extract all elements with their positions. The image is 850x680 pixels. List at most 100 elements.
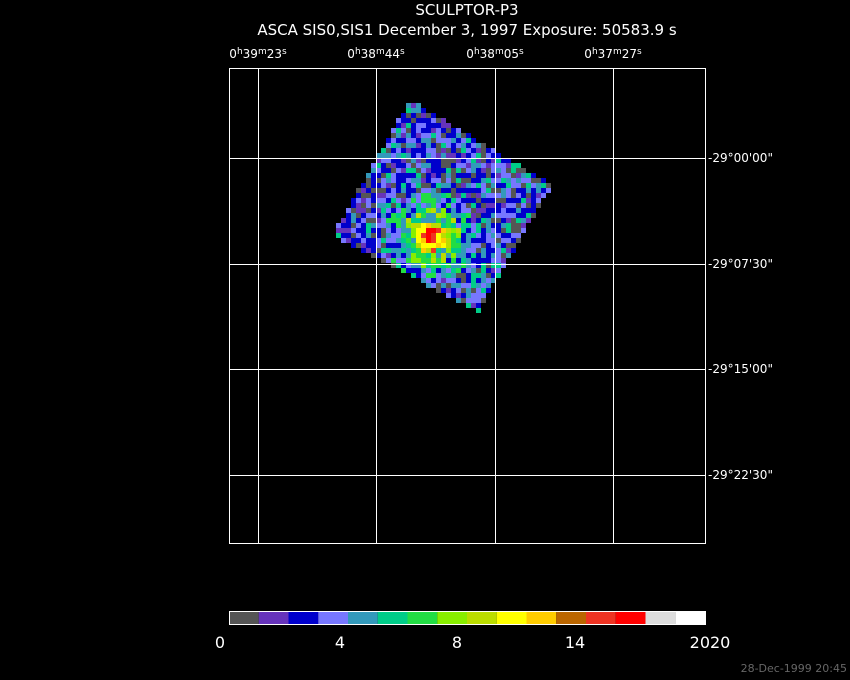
pixel	[406, 133, 411, 138]
pixel	[426, 173, 431, 178]
pixel	[381, 193, 386, 198]
pixel	[446, 248, 451, 253]
pixel	[401, 123, 406, 128]
pixel	[496, 203, 501, 208]
pixel	[421, 198, 426, 203]
pixel	[421, 123, 426, 128]
pixel	[401, 198, 406, 203]
pixel	[406, 213, 411, 218]
pixel	[341, 218, 346, 223]
pixel	[461, 258, 466, 263]
pixel	[486, 233, 491, 238]
pixel	[386, 183, 391, 188]
pixel	[416, 263, 421, 268]
pixel	[431, 193, 436, 198]
pixel	[436, 173, 441, 178]
pixel	[481, 273, 486, 278]
pixel	[456, 268, 461, 273]
pixel	[396, 243, 401, 248]
pixel	[481, 263, 486, 268]
pixel	[481, 238, 486, 243]
pixel	[401, 223, 406, 228]
pixel	[451, 148, 456, 153]
pixel	[491, 163, 496, 168]
pixel	[406, 108, 411, 113]
ra-label-part: m	[613, 47, 622, 57]
pixel	[491, 213, 496, 218]
pixel	[421, 183, 426, 188]
pixel	[511, 188, 516, 193]
pixel	[381, 238, 386, 243]
pixel	[451, 183, 456, 188]
pixel	[421, 118, 426, 123]
pixel	[436, 288, 441, 293]
pixel	[426, 163, 431, 168]
pixel	[476, 273, 481, 278]
pixel	[456, 293, 461, 298]
pixel	[406, 263, 411, 268]
pixel	[491, 263, 496, 268]
pixel	[411, 148, 416, 153]
pixel	[501, 263, 506, 268]
pixel	[451, 228, 456, 233]
ra-label-part: 0	[466, 47, 474, 61]
pixel	[361, 223, 366, 228]
pixel	[401, 253, 406, 258]
pixel	[476, 308, 481, 313]
pixel	[416, 123, 421, 128]
pixel	[406, 153, 411, 158]
pixel	[426, 283, 431, 288]
pixel	[431, 128, 436, 133]
pixel	[466, 248, 471, 253]
pixel	[441, 273, 446, 278]
pixel	[421, 213, 426, 218]
pixel	[401, 118, 406, 123]
pixel	[466, 168, 471, 173]
pixel	[511, 168, 516, 173]
pixel	[416, 143, 421, 148]
pixel	[521, 228, 526, 233]
pixel	[431, 138, 436, 143]
pixel	[341, 238, 346, 243]
pixel	[406, 258, 411, 263]
pixel	[406, 128, 411, 133]
pixel	[341, 228, 346, 233]
pixel	[391, 148, 396, 153]
pixel	[391, 153, 396, 158]
dec-label: -29°07'30"	[708, 257, 773, 271]
pixel	[476, 268, 481, 273]
pixel	[461, 203, 466, 208]
pixel	[511, 183, 516, 188]
pixel	[466, 218, 471, 223]
pixel	[491, 218, 496, 223]
pixel	[426, 193, 431, 198]
pixel	[486, 253, 491, 258]
pixel	[376, 173, 381, 178]
pixel	[526, 218, 531, 223]
pixel	[351, 233, 356, 238]
pixel	[476, 253, 481, 258]
pixel	[426, 223, 431, 228]
pixel	[511, 243, 516, 248]
pixel	[471, 243, 476, 248]
pixel	[476, 218, 481, 223]
pixel	[471, 153, 476, 158]
pixel	[456, 298, 461, 303]
pixel	[536, 188, 541, 193]
pixel	[456, 143, 461, 148]
pixel	[456, 183, 461, 188]
pixel	[501, 198, 506, 203]
colorbar-swatch	[526, 611, 557, 625]
pixel	[391, 138, 396, 143]
pixel	[436, 133, 441, 138]
pixel	[546, 188, 551, 193]
pixel	[451, 163, 456, 168]
pixel	[486, 228, 491, 233]
pixel	[366, 243, 371, 248]
pixel	[421, 163, 426, 168]
pixel	[421, 228, 426, 233]
pixel	[526, 178, 531, 183]
pixel	[406, 238, 411, 243]
pixel	[391, 173, 396, 178]
pixel	[461, 178, 466, 183]
